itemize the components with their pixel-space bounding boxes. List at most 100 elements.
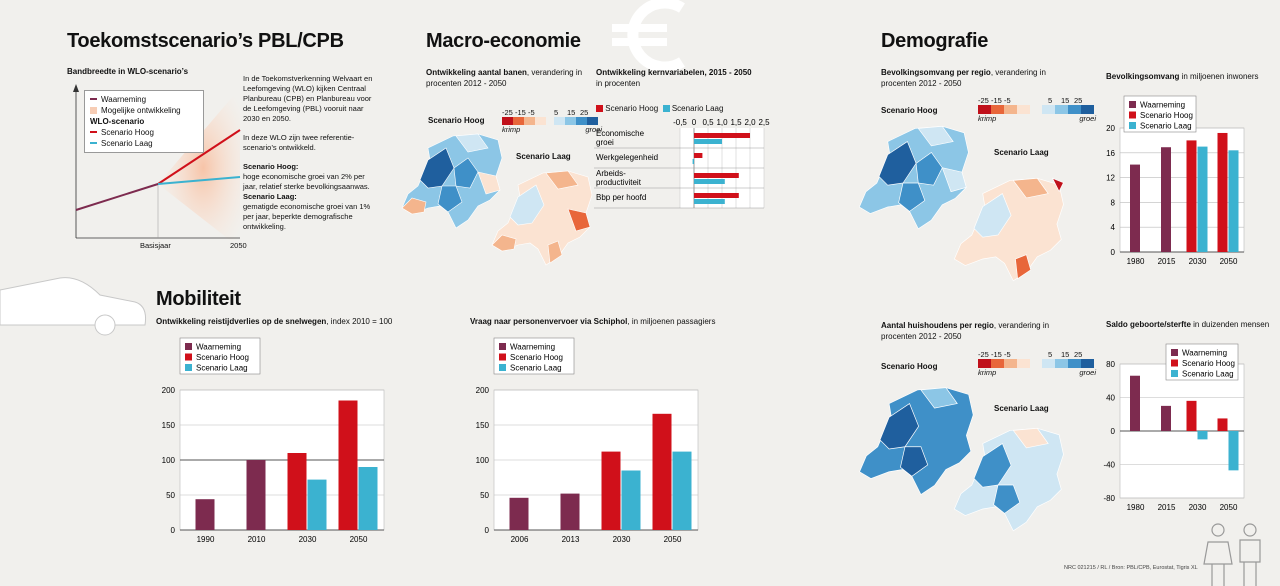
legend-label: Scenario Laag bbox=[1140, 122, 1192, 131]
macro-title: Macro-economie bbox=[426, 30, 581, 52]
map-label-laag: Scenario Laag bbox=[516, 152, 571, 161]
groei-label: groei bbox=[585, 125, 602, 134]
bev-subtitle: Bevolkingsomvang per regio, verandering … bbox=[881, 68, 1046, 88]
y-tick-label: -80 bbox=[1103, 494, 1115, 503]
legend-wlo: WLO-scenario bbox=[90, 117, 145, 126]
y-tick-label: -40 bbox=[1103, 461, 1115, 470]
x-tick-label: 1,0 bbox=[716, 118, 728, 127]
bar-waarneming bbox=[1130, 375, 1140, 431]
y-tick-label: 0 bbox=[171, 526, 176, 535]
legend-label: Scenario Hoog bbox=[196, 353, 249, 362]
y-tick-label: 150 bbox=[476, 421, 490, 430]
legend-swatch bbox=[1129, 122, 1136, 129]
hh-map-label-hoog: Scenario Hoog bbox=[881, 362, 938, 371]
wlo-intro-text: In de Toekomstverkenning Welvaart en Lee… bbox=[243, 74, 375, 232]
map-label-hoog: Scenario Hoog bbox=[428, 116, 485, 125]
legend-hoog: Scenario Hoog bbox=[101, 128, 154, 137]
source-note: NRC 021215 / RL / Bron: PBL/CPB, Eurosta… bbox=[1064, 565, 1198, 571]
y-tick-label: 0 bbox=[1111, 248, 1116, 257]
bar-scenario-laag bbox=[1228, 431, 1239, 471]
scenario-bandwidth-chart bbox=[73, 84, 241, 248]
legend-label: Scenario Hoog bbox=[1182, 359, 1235, 368]
x-tick-label: 2050 bbox=[1220, 503, 1238, 512]
x-tick-label: 2030 bbox=[299, 535, 317, 544]
y-tick-label: 200 bbox=[162, 386, 176, 395]
category-label: Bbp per hoofd bbox=[596, 193, 646, 202]
bar-scenario-laag bbox=[694, 199, 725, 204]
bar-scenario-hoog bbox=[694, 193, 739, 198]
y-tick-label: 12 bbox=[1106, 174, 1115, 183]
x-tick-label: 2013 bbox=[562, 535, 580, 544]
bar-scenario-laag bbox=[694, 179, 725, 184]
x-label-2050: 2050 bbox=[230, 241, 247, 250]
x-tick-label: 2,5 bbox=[758, 118, 770, 127]
bar-scenario-hoog bbox=[1217, 418, 1228, 431]
car-icon bbox=[0, 277, 146, 336]
map-banen-laag bbox=[491, 170, 593, 266]
x-label-basisjaar: Basisjaar bbox=[140, 241, 171, 250]
x-tick-label: 0 bbox=[692, 118, 697, 127]
omvang-subtitle: Bevolkingsomvang in miljoenen inwoners bbox=[1106, 72, 1259, 81]
bar-scenario-hoog bbox=[601, 451, 621, 530]
chart-legend bbox=[179, 337, 261, 375]
x-tick-label: 2006 bbox=[511, 535, 529, 544]
bar-scenario-laag bbox=[307, 479, 327, 530]
banen-subtitle: Ontwikkeling aantal banen, verandering i… bbox=[426, 68, 583, 88]
bar-scenario-hoog bbox=[338, 400, 358, 530]
bar-scenario-hoog bbox=[1186, 400, 1197, 431]
bar-scenario-laag bbox=[1197, 431, 1208, 440]
x-tick-label: 2030 bbox=[613, 535, 631, 544]
legend-swatch bbox=[499, 353, 506, 361]
y-tick-label: 4 bbox=[1111, 223, 1116, 232]
legend-label: Waarneming bbox=[1182, 349, 1227, 358]
legend-swatch bbox=[185, 353, 192, 361]
schiphol-subtitle: Vraag naar personenvervoer via Schiphol,… bbox=[470, 317, 716, 326]
bar-scenario-hoog bbox=[1217, 132, 1228, 252]
x-tick-label: 1990 bbox=[197, 535, 215, 544]
bar-scenario-hoog bbox=[694, 173, 739, 178]
y-tick-label: 50 bbox=[166, 491, 175, 500]
demo-color-scale: -25 -15 -5 5 15 25 krimp groei bbox=[978, 96, 1096, 123]
x-tick-label: 1980 bbox=[1127, 257, 1145, 266]
hh-subtitle: Aantal huishoudens per regio, veranderin… bbox=[881, 321, 1050, 341]
y-tick-label: 20 bbox=[1106, 124, 1115, 133]
bar-scenario-hoog bbox=[652, 413, 672, 530]
bar-scenario-laag bbox=[672, 451, 692, 530]
y-tick-label: 100 bbox=[476, 456, 490, 465]
x-tick-label: 2030 bbox=[1189, 257, 1207, 266]
bar-waarneming bbox=[560, 493, 580, 530]
kern-legend: Scenario Hoog Scenario Laag bbox=[596, 104, 723, 113]
legend-swatch bbox=[1171, 370, 1178, 377]
x-tick-label: 2015 bbox=[1158, 257, 1176, 266]
hh-color-scale: -25 -15 -5 5 15 25 krimp groei bbox=[978, 350, 1096, 377]
bar-scenario-laag bbox=[1197, 146, 1208, 252]
legend-label: Scenario Laag bbox=[1182, 370, 1234, 379]
page-title: Toekomstscenario’s PBL/CPB bbox=[67, 30, 344, 52]
bar-waarneming bbox=[509, 497, 529, 530]
bar-scenario-laag bbox=[358, 467, 378, 530]
x-tick-label: 2050 bbox=[1220, 257, 1238, 266]
bar-waarneming bbox=[195, 499, 215, 530]
x-tick-label: 1,5 bbox=[730, 118, 742, 127]
intro-text-1: In de Toekomstverkenning Welvaart en Lee… bbox=[243, 74, 373, 123]
chart-legend bbox=[493, 337, 575, 375]
demo-map-label-hoog: Scenario Hoog bbox=[881, 106, 938, 115]
map-bevolking-laag bbox=[953, 177, 1064, 282]
legend-label: Scenario Laag bbox=[510, 364, 562, 373]
y-tick-label: 80 bbox=[1106, 360, 1115, 369]
saldo-subtitle: Saldo geboorte/sterfte in duizenden mens… bbox=[1106, 320, 1270, 329]
hoog-title: Scenario Hoog: bbox=[243, 162, 299, 171]
bar-waarneming bbox=[1161, 147, 1171, 252]
legend-swatch bbox=[185, 343, 192, 350]
x-tick-label: -0,5 bbox=[673, 118, 687, 127]
x-tick-label: 2,0 bbox=[744, 118, 756, 127]
laag-text: gematigde economische groei van 1% per j… bbox=[243, 202, 371, 231]
bar-scenario-hoog bbox=[1186, 140, 1197, 252]
legend-laag: Scenario Laag bbox=[101, 139, 153, 148]
laag-title: Scenario Laag: bbox=[243, 192, 297, 201]
